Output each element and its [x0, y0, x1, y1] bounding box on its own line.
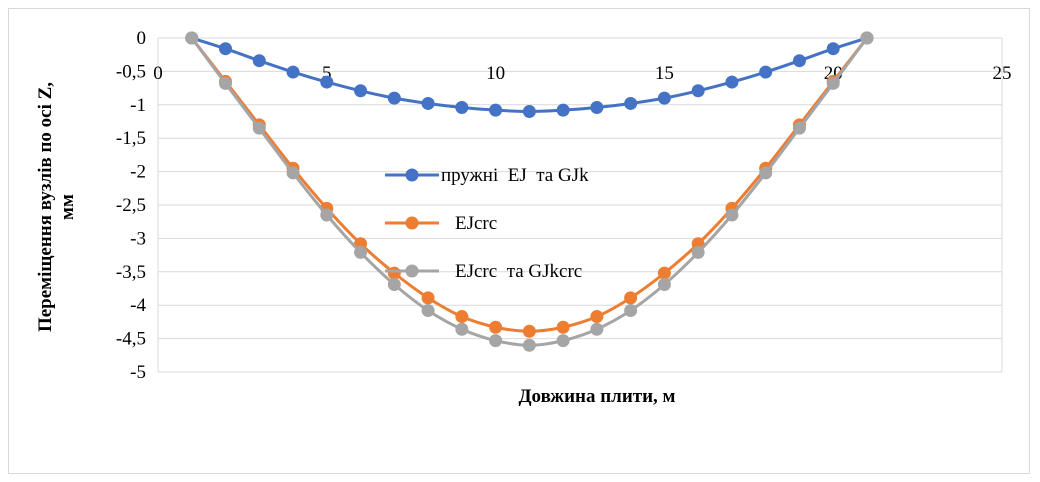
data-point — [826, 76, 840, 90]
data-point — [590, 322, 604, 336]
y-tick-label: -3,5 — [116, 262, 146, 283]
data-point — [657, 266, 671, 280]
legend: пружні EJ та GJk EJcrc EJcrc та GJkcrc — [385, 165, 589, 282]
data-point — [455, 100, 469, 114]
data-point — [556, 334, 570, 348]
y-axis-title-line2: мм — [57, 194, 78, 220]
legend-marker — [405, 168, 419, 182]
y-tick-label: -1 — [130, 95, 146, 116]
y-tick-label: 0 — [137, 28, 147, 49]
data-point — [354, 245, 368, 259]
data-point — [286, 166, 300, 180]
data-point — [691, 84, 705, 98]
data-point — [522, 338, 536, 352]
data-point — [354, 84, 368, 98]
data-point — [489, 320, 503, 334]
legend-entry-1: пружні EJ та GJk — [385, 165, 589, 186]
data-point — [219, 76, 233, 90]
data-point — [387, 266, 401, 280]
legend-entry-2: EJcrc — [385, 213, 497, 234]
gridlines — [157, 37, 1003, 373]
y-axis-title: Переміщення вузлів по осі Z, мм — [35, 82, 78, 332]
data-point — [657, 277, 671, 291]
data-point — [252, 121, 266, 135]
data-point — [522, 324, 536, 338]
series-3 — [185, 31, 874, 352]
data-point — [624, 96, 638, 110]
y-tick-labels: 0 -0,5 -1 -1,5 -2 -2,5 -3 -3,5 -4 -4,5 -5 — [116, 28, 147, 383]
data-point — [421, 304, 435, 318]
data-point — [725, 75, 739, 89]
data-point — [320, 208, 334, 222]
data-point — [421, 96, 435, 110]
chart-svg: 0-0,5-1-1,5-2-2,5-3-3,5-4-4,5-5 0 5 10 15 20… — [35, 28, 1012, 407]
data-point — [590, 310, 604, 324]
x-tick-label: 10 — [486, 63, 505, 84]
legend-label: EJcrc та GJkcrc — [455, 261, 582, 282]
data-point — [556, 320, 570, 334]
data-point — [421, 291, 435, 305]
legend-label: EJcrc — [455, 213, 497, 234]
y-axis-title-line1: Переміщення вузлів по осі Z, — [35, 82, 56, 332]
data-point — [759, 65, 773, 79]
data-point — [387, 91, 401, 105]
x-tick-label: 5 — [322, 63, 332, 84]
x-tick-label: 0 — [153, 63, 163, 84]
chart-frame: 0 -0,5 -1 -1,5 -2 -2,5 -3 -3,5 -4 -4,5 -5 0 5 10 15 20… — [8, 8, 1030, 474]
data-point — [489, 103, 503, 117]
y-tick-label: -4 — [130, 295, 146, 316]
data-point — [826, 42, 840, 56]
data-point — [219, 42, 233, 56]
legend-marker — [405, 216, 419, 230]
data-point — [286, 65, 300, 79]
data-point — [185, 31, 199, 45]
data-point — [860, 31, 874, 45]
x-tick-labels: 0 5 10 15 20 25 — [153, 63, 1011, 84]
x-tick-label: 15 — [655, 63, 674, 84]
data-point — [691, 245, 705, 259]
data-point — [455, 310, 469, 324]
data-point — [657, 91, 671, 105]
data-point — [624, 291, 638, 305]
y-tick-label: -2,5 — [116, 195, 146, 216]
data-point — [320, 75, 334, 89]
series-layer — [185, 31, 874, 352]
data-point — [792, 54, 806, 68]
x-tick-label: 25 — [993, 63, 1012, 84]
data-point — [455, 322, 469, 336]
x-axis-title: Довжина плити, м — [518, 386, 675, 407]
y-tick-label: -0,5 — [116, 61, 146, 82]
y-tick-label: -1,5 — [116, 128, 146, 149]
data-point — [792, 121, 806, 135]
data-point — [725, 208, 739, 222]
legend-entry-3: EJcrc та GJkcrc — [385, 261, 582, 282]
legend-marker — [405, 264, 419, 278]
y-tick-label: -5 — [130, 362, 146, 383]
data-point — [387, 277, 401, 291]
series-line — [190, 37, 869, 347]
y-tick-label: -3 — [130, 228, 146, 249]
y-tick-label: -2 — [130, 162, 146, 183]
data-point — [252, 54, 266, 68]
data-point — [624, 304, 638, 318]
legend-label: пружні EJ та GJk — [441, 165, 589, 186]
data-point — [489, 334, 503, 348]
data-point — [522, 104, 536, 118]
data-point — [759, 166, 773, 180]
data-point — [590, 100, 604, 114]
data-point — [556, 103, 570, 117]
y-tick-label: -4,5 — [116, 329, 146, 350]
